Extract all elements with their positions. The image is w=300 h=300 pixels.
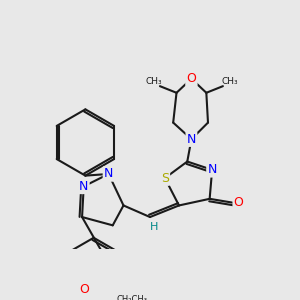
Text: H: H [150,222,158,232]
Text: N: N [187,133,196,146]
Text: CH₃: CH₃ [221,77,238,86]
Text: CH₃: CH₃ [145,77,162,86]
Text: N: N [104,167,113,181]
Text: S: S [161,172,169,184]
Text: O: O [80,283,90,296]
Text: CH₂CH₃: CH₂CH₃ [116,295,147,300]
Text: O: O [187,72,196,85]
Text: N: N [79,180,88,193]
Text: O: O [234,196,244,209]
Text: N: N [207,163,217,176]
